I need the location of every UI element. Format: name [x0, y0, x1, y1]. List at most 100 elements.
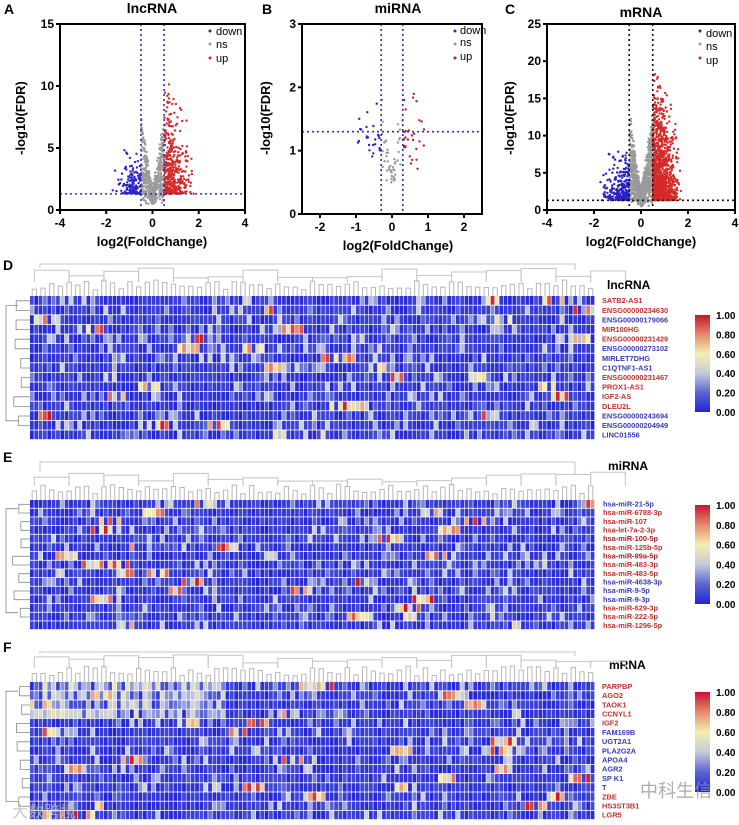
point-up [677, 181, 680, 185]
heatmap-cell [564, 324, 569, 334]
heatmap-cell [547, 382, 551, 392]
heatmap-cell [321, 296, 325, 305]
heatmap-cell [568, 372, 573, 382]
heatmap-cell [147, 353, 152, 363]
heatmap-cell [499, 315, 504, 324]
heatmap-cell [273, 305, 278, 315]
x-tick-label: 4 [242, 216, 249, 230]
heatmap-cell [334, 382, 338, 392]
heatmap-cell [260, 315, 265, 324]
point-ns [144, 172, 147, 175]
point-ns [391, 165, 395, 169]
heatmap-cell [429, 353, 434, 363]
heatmap-cell [438, 296, 443, 305]
heatmap-cell [490, 305, 495, 315]
heatmap-cell [121, 296, 126, 305]
point-ns [650, 156, 653, 159]
heatmap-cell [325, 392, 330, 401]
heatmap-cell [190, 334, 195, 344]
point-up [656, 166, 660, 170]
heatmap-cell [373, 382, 378, 392]
heatmap-cell [160, 296, 165, 305]
point-up [657, 137, 661, 141]
heatmap-cell [195, 324, 199, 334]
heatmap-cell [269, 344, 273, 353]
heatmap-cell [516, 372, 521, 382]
heatmap-cell [73, 363, 78, 372]
heatmap-cell [590, 382, 595, 392]
heatmap-cell [221, 363, 225, 372]
heatmap-cell [564, 305, 569, 315]
heatmap-cell [56, 392, 60, 401]
point-down [128, 188, 132, 192]
heatmap-cell [508, 296, 512, 305]
heatmap-cell [421, 372, 425, 382]
legend-marker-down [698, 29, 702, 33]
point-ns [384, 140, 387, 143]
point-up [181, 181, 184, 185]
point-up [669, 166, 672, 169]
heatmap-cell [229, 363, 234, 372]
heatmap-cell [182, 363, 186, 372]
heatmap-cell [64, 401, 69, 411]
heatmap-cell [208, 344, 212, 353]
heatmap-cell [338, 382, 343, 392]
point-ns [398, 138, 401, 141]
point-ns [142, 147, 145, 150]
point-ns [630, 174, 633, 177]
heatmap-cell [395, 353, 399, 363]
heatmap-cell [429, 382, 434, 392]
heatmap-cell [325, 334, 330, 344]
heatmap-cell [338, 363, 343, 372]
heatmap-cell [499, 324, 504, 334]
heatmap-cell [568, 363, 573, 372]
point-up [669, 136, 673, 140]
heatmap-cell [147, 344, 152, 353]
heatmap-cell [182, 334, 186, 344]
heatmap-cell [221, 344, 225, 353]
point-down [624, 196, 627, 200]
point-up [183, 177, 186, 181]
heatmap-cell [34, 344, 39, 353]
heatmap-cell [508, 353, 512, 363]
heatmap-cell [60, 372, 65, 382]
heatmap-cell [329, 382, 334, 392]
heatmap-cell [56, 401, 60, 411]
heatmap-cell [129, 296, 134, 305]
heatmap-cell [86, 363, 91, 372]
heatmap-cell [442, 334, 447, 344]
heatmap-cell [421, 334, 425, 344]
heatmap-cell [147, 392, 152, 401]
point-down [615, 192, 618, 196]
heatmap-cell [295, 353, 299, 363]
heatmap-cell [251, 344, 256, 353]
heatmap-cell [551, 296, 556, 305]
heatmap-cell [425, 372, 430, 382]
point-up [181, 119, 184, 123]
heatmap-cell [247, 315, 252, 324]
heatmap-cell [347, 315, 352, 324]
point-down [625, 166, 628, 169]
point-up [656, 122, 660, 126]
point-ns [630, 193, 633, 196]
heatmap-cell [434, 334, 438, 344]
heatmap-cell [560, 363, 564, 372]
heatmap-cell [377, 382, 382, 392]
heatmap-cell [30, 392, 34, 401]
heatmap-cell [134, 401, 139, 411]
heatmap-cell [121, 305, 126, 315]
heatmap-cell [403, 392, 408, 401]
point-up [659, 125, 663, 129]
heatmap-cell [338, 315, 343, 324]
heatmap-cell [303, 344, 308, 353]
heatmap-cell [47, 353, 52, 363]
heatmap-cell [221, 353, 225, 363]
point-up [652, 96, 655, 99]
heatmap-cell [551, 315, 556, 324]
heatmap-cell [177, 382, 182, 392]
heatmap-cell [360, 305, 365, 315]
point-ns [647, 160, 651, 163]
heatmap-cell [377, 305, 382, 315]
heatmap-cell [229, 324, 234, 334]
heatmap-cell [329, 363, 334, 372]
